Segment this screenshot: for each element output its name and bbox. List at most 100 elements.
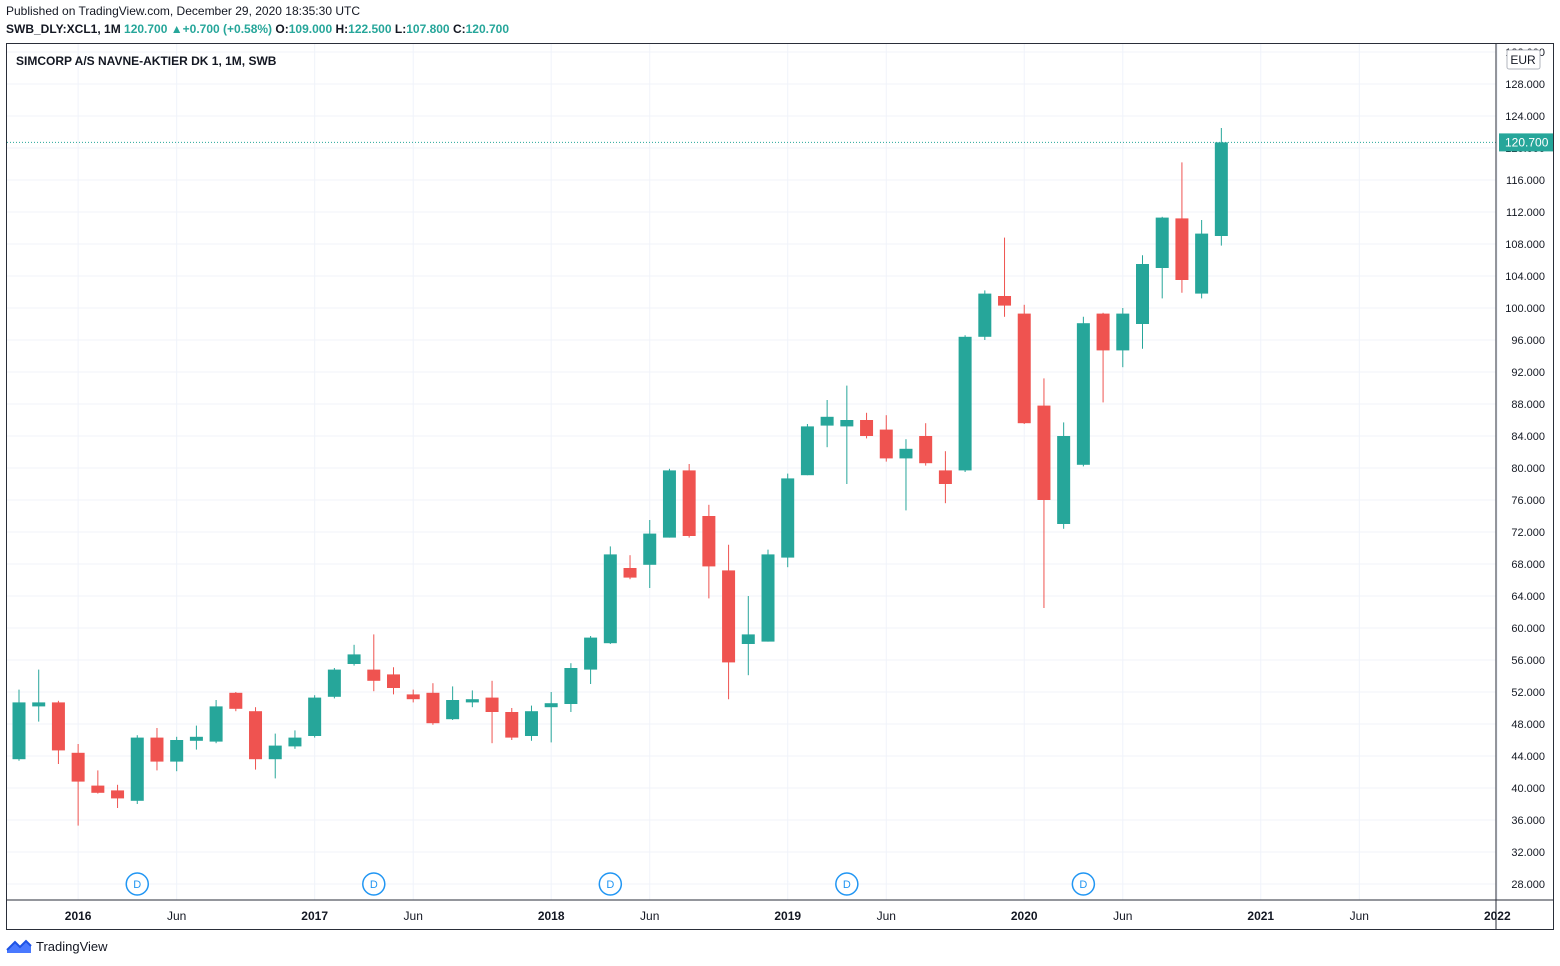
candle[interactable]	[1076, 316, 1090, 467]
candle[interactable]	[603, 546, 617, 644]
candle[interactable]	[1195, 220, 1209, 299]
candle[interactable]	[347, 644, 361, 666]
candle[interactable]	[111, 784, 125, 808]
candle[interactable]	[958, 335, 972, 472]
candle-body	[367, 669, 381, 681]
candle[interactable]	[623, 555, 637, 580]
candle-body	[505, 712, 519, 738]
candle[interactable]	[741, 596, 755, 676]
candle[interactable]	[978, 290, 992, 340]
candle[interactable]	[544, 692, 558, 743]
candle[interactable]	[130, 735, 144, 804]
x-tick-label: 2018	[538, 909, 565, 923]
y-tick-label: 40.000	[1511, 783, 1545, 795]
y-tick-label: 104.000	[1505, 271, 1545, 283]
candle[interactable]	[682, 464, 696, 538]
candle[interactable]	[71, 744, 85, 826]
y-tick-label: 64.000	[1511, 591, 1545, 603]
candle-body	[465, 699, 479, 703]
candle[interactable]	[1116, 308, 1130, 368]
dividend-marker[interactable]: D	[1071, 872, 1096, 896]
candle[interactable]	[12, 689, 26, 761]
candle[interactable]	[1136, 255, 1149, 349]
candle[interactable]	[820, 400, 834, 448]
candle[interactable]	[761, 549, 775, 642]
candle-body	[1096, 313, 1110, 351]
candle[interactable]	[860, 412, 874, 439]
price-change: +0.700 (+0.58%)	[182, 22, 273, 36]
candle-body	[189, 736, 203, 741]
candle[interactable]	[51, 700, 65, 764]
candle[interactable]	[781, 473, 795, 568]
candle[interactable]	[938, 451, 952, 504]
y-tick-label: 96.000	[1511, 335, 1545, 347]
dividend-marker-label: D	[1079, 879, 1087, 891]
candle-body	[860, 420, 874, 436]
candle[interactable]	[643, 520, 657, 588]
dividend-marker[interactable]: D	[125, 872, 150, 896]
x-tick-label: Jun	[1113, 909, 1132, 923]
candle[interactable]	[919, 423, 933, 466]
candle[interactable]	[327, 668, 341, 699]
candle[interactable]	[524, 705, 538, 741]
candle[interactable]	[406, 689, 420, 703]
candle[interactable]	[465, 690, 479, 708]
candle[interactable]	[229, 692, 243, 712]
y-tick-label: 68.000	[1511, 559, 1545, 571]
candle-body	[682, 470, 696, 536]
up-arrow-icon: ▲	[170, 22, 183, 36]
candle[interactable]	[998, 237, 1012, 317]
dividend-marker-label: D	[606, 879, 614, 891]
candle[interactable]	[722, 544, 736, 700]
candle[interactable]	[249, 707, 263, 770]
dividend-marker[interactable]: D	[598, 872, 623, 896]
candle[interactable]	[426, 683, 440, 725]
candle[interactable]	[170, 736, 184, 772]
x-tick-label: 2019	[774, 909, 801, 923]
candle[interactable]	[485, 680, 499, 744]
candle-body	[32, 702, 46, 707]
chart-frame[interactable]: D D D D D 28.000 32.000 36.000 40.000 44.000 48.0…	[6, 43, 1554, 930]
candle[interactable]	[150, 728, 164, 771]
candlestick-chart[interactable]: D D D D D 28.000 32.000 36.000 40.000 44.000 48.0…	[7, 44, 1553, 929]
candle[interactable]	[387, 667, 400, 695]
dividend-marker-circle	[1071, 872, 1096, 896]
candle[interactable]	[1175, 162, 1189, 293]
candle-body	[603, 554, 617, 644]
candle[interactable]	[702, 504, 716, 599]
candle[interactable]	[505, 708, 519, 740]
dividend-marker[interactable]: D	[835, 872, 859, 896]
candle[interactable]	[446, 686, 460, 720]
currency-badge[interactable]: EUR	[1506, 49, 1541, 70]
dividend-marker[interactable]: D	[362, 872, 386, 896]
y-tick-label: 84.000	[1511, 431, 1545, 443]
candle[interactable]	[1037, 378, 1051, 608]
candle[interactable]	[899, 439, 913, 511]
currency-label: EUR	[1510, 53, 1536, 67]
candle[interactable]	[662, 468, 676, 538]
candle[interactable]	[1155, 216, 1169, 299]
candle[interactable]	[1214, 128, 1228, 246]
candle[interactable]	[584, 636, 598, 684]
candle[interactable]	[288, 730, 302, 749]
candle[interactable]	[564, 663, 578, 712]
candle[interactable]	[1057, 422, 1071, 529]
candle[interactable]	[367, 634, 381, 692]
chart-title: SIMCORP A/S NAVNE-AKTIER DK 1, 1M, SWB	[16, 54, 277, 68]
candle[interactable]	[879, 415, 893, 462]
candle[interactable]	[209, 700, 223, 744]
candle[interactable]	[840, 385, 854, 484]
candle-body	[800, 426, 814, 476]
candle[interactable]	[308, 695, 322, 738]
candle[interactable]	[1096, 312, 1110, 403]
candle[interactable]	[32, 669, 46, 722]
candle[interactable]	[91, 770, 105, 794]
candle[interactable]	[268, 733, 282, 779]
tradingview-logo[interactable]: TradingView	[6, 938, 108, 954]
x-tick-label: Jun	[1350, 909, 1369, 923]
candle[interactable]	[800, 424, 814, 476]
candle[interactable]	[1017, 304, 1031, 424]
candle-body	[249, 711, 263, 760]
candle-body	[978, 293, 992, 337]
candle[interactable]	[189, 725, 203, 750]
